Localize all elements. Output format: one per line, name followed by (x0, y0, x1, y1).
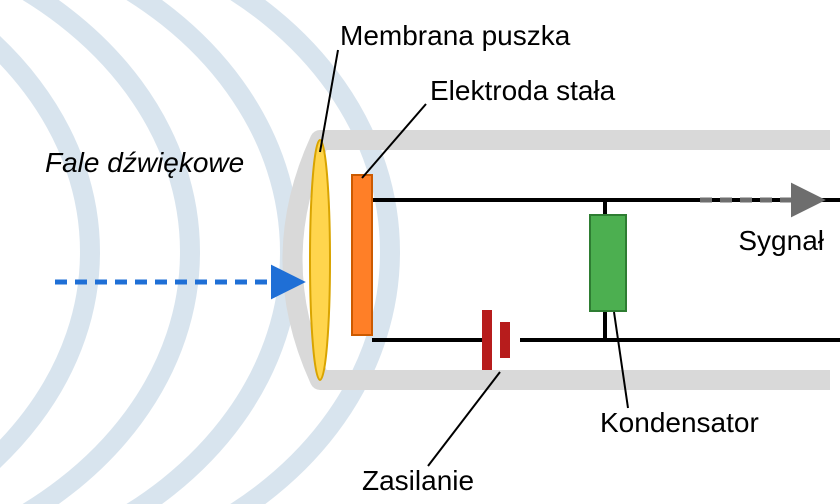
supply-bar-short (500, 322, 510, 358)
label-signal: Sygnał (738, 225, 824, 256)
fixed-electrode (352, 175, 372, 335)
label-supply: Zasilanie (362, 465, 474, 496)
diaphragm (310, 140, 330, 380)
label-diaphragm: Membrana puszka (340, 20, 571, 51)
capacitor (590, 215, 626, 311)
label-electrode: Elektroda stała (430, 75, 616, 106)
label-soundwaves: Fale dźwiękowe (45, 147, 244, 178)
supply-bar-long (482, 310, 492, 370)
label-capacitor: Kondensator (600, 407, 759, 438)
